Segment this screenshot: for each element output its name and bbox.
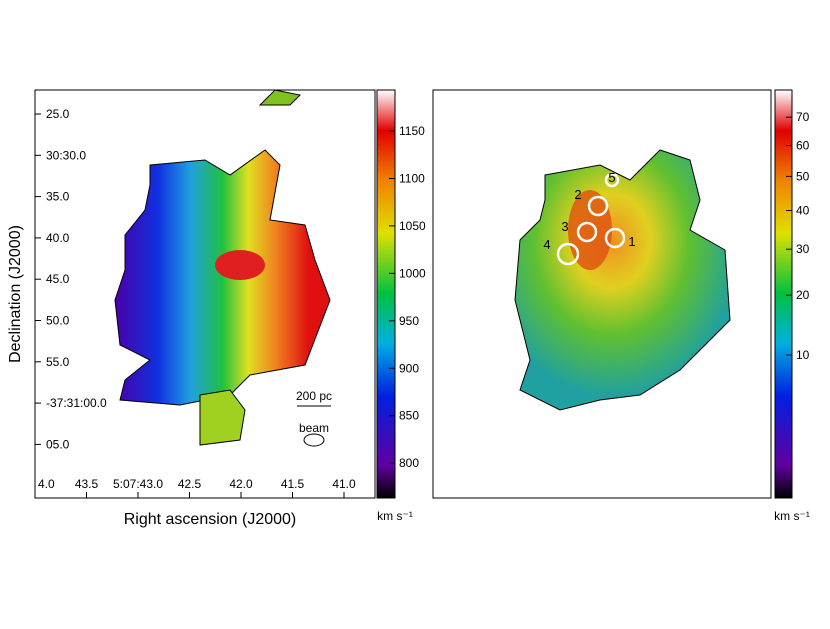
ra-tick-label: 41.0 [332, 477, 356, 491]
dec-tick-label: 55.0 [46, 355, 70, 369]
colorbar-tick-label: 1100 [399, 171, 425, 185]
colorbar-tick-label: 60 [796, 139, 810, 153]
region-label: 3 [561, 219, 568, 234]
ra-tick-label: 43.5 [75, 477, 99, 491]
colorbar-tick-label: 850 [399, 409, 419, 423]
region-label: 1 [628, 234, 635, 249]
dec-tick-label: 30:30.0 [46, 148, 86, 162]
colorbar-tick-label: 10 [796, 348, 810, 362]
dec-tick-label: 40.0 [46, 231, 70, 245]
left-colorbar [376, 89, 396, 499]
colorbar-unit: km s⁻¹ [377, 509, 413, 523]
scale-bar-label: 200 pc [296, 389, 332, 403]
ra-tick-label: 41.5 [281, 477, 305, 491]
colorbar-tick-label: 70 [796, 110, 810, 124]
colorbar-tick-label: 1050 [399, 219, 426, 233]
dec-tick-label: 45.0 [46, 272, 70, 286]
region-label: 4 [543, 237, 550, 252]
dec-tick-label: -37:31:00.0 [46, 396, 107, 410]
colorbar-unit: km s⁻¹ [774, 509, 810, 523]
region-label: 5 [608, 170, 615, 185]
colorbar-tick-label: 20 [796, 288, 810, 302]
dec-tick-label: 25.0 [46, 107, 70, 121]
colorbar-tick-label: 30 [796, 242, 810, 256]
colorbar-tick-label: 900 [399, 361, 419, 375]
ra-tick-label: 4.0 [38, 477, 55, 491]
ra-tick-label: 5:07:43.0 [113, 477, 163, 491]
x-axis-label: Right ascension (J2000) [124, 511, 297, 528]
region-label: 2 [574, 187, 581, 202]
colorbar-tick-label: 800 [399, 456, 419, 470]
colorbar-tick-label: 1150 [399, 124, 425, 138]
right-colorbar [774, 89, 793, 499]
dec-tick-label: 35.0 [46, 190, 70, 204]
left-map [34, 89, 376, 499]
colorbar-tick-label: 40 [796, 203, 810, 217]
dec-tick-label: 05.0 [46, 437, 70, 451]
ra-tick-label: 42.5 [178, 477, 202, 491]
beam-label: beam [299, 421, 329, 435]
ra-tick-label: 42.0 [229, 477, 253, 491]
colorbar-tick-label: 950 [399, 314, 419, 328]
y-axis-label: Declination (J2000) [7, 225, 24, 363]
dec-tick-label: 50.0 [46, 314, 70, 328]
colorbar-tick-label: 1000 [399, 266, 426, 280]
colorbar-tick-label: 50 [796, 169, 810, 183]
right-map [432, 89, 772, 499]
